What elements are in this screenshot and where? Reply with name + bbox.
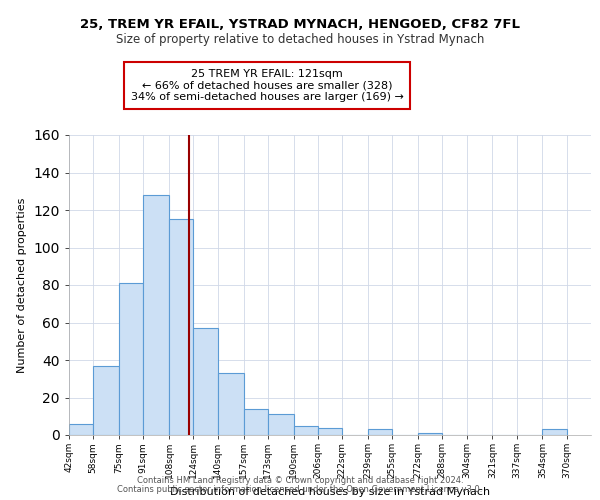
Y-axis label: Number of detached properties: Number of detached properties: [17, 198, 26, 372]
Bar: [542, 430, 567, 435]
Bar: [218, 373, 244, 435]
Bar: [143, 195, 169, 435]
Bar: [69, 424, 93, 435]
Text: Contains HM Land Registry data © Crown copyright and database right 2024.: Contains HM Land Registry data © Crown c…: [137, 476, 463, 485]
Bar: [318, 428, 342, 435]
X-axis label: Distribution of detached houses by size in Ystrad Mynach: Distribution of detached houses by size …: [170, 486, 490, 496]
Bar: [169, 220, 193, 435]
Bar: [193, 328, 218, 435]
Bar: [119, 283, 143, 435]
Text: Contains public sector information licensed under the Open Government Licence v3: Contains public sector information licen…: [118, 485, 482, 494]
Bar: [368, 430, 392, 435]
Bar: [293, 426, 318, 435]
Text: Size of property relative to detached houses in Ystrad Mynach: Size of property relative to detached ho…: [116, 32, 484, 46]
Text: 25 TREM YR EFAIL: 121sqm
← 66% of detached houses are smaller (328)
34% of semi-: 25 TREM YR EFAIL: 121sqm ← 66% of detach…: [131, 69, 404, 102]
Bar: [93, 366, 119, 435]
Bar: [244, 409, 268, 435]
Bar: [418, 433, 442, 435]
Bar: [268, 414, 293, 435]
Text: 25, TREM YR EFAIL, YSTRAD MYNACH, HENGOED, CF82 7FL: 25, TREM YR EFAIL, YSTRAD MYNACH, HENGOE…: [80, 18, 520, 30]
